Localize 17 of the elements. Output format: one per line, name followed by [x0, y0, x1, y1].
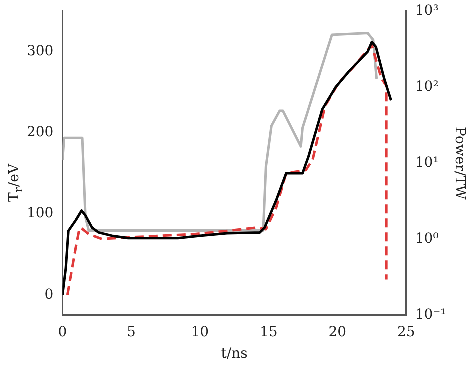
y-tick-label: 200 [26, 124, 54, 141]
y2-tick-label: 10³ [415, 3, 439, 20]
x-tick-label: 15 [260, 324, 278, 340]
x-tick-label: 5 [126, 324, 136, 340]
x-tick-label: 0 [58, 324, 68, 340]
y2-tick-label: 10⁰ [415, 231, 440, 248]
x-tick-label: 25 [397, 324, 416, 340]
y2-tick-label: 10² [415, 79, 439, 96]
y-tick-label: 100 [26, 206, 54, 222]
y-tick-label: 300 [26, 44, 54, 60]
y2-tick-label: 10⁻¹ [415, 307, 446, 324]
x-tick-label: 10 [191, 324, 210, 340]
y2-axis-title: Power/TW [452, 127, 468, 200]
x-axis-title: t/ns [221, 346, 248, 362]
y-tick-label: 0 [44, 286, 54, 303]
y2-tick-label: 10¹ [415, 155, 439, 172]
x-tick-label: 20 [328, 324, 347, 340]
